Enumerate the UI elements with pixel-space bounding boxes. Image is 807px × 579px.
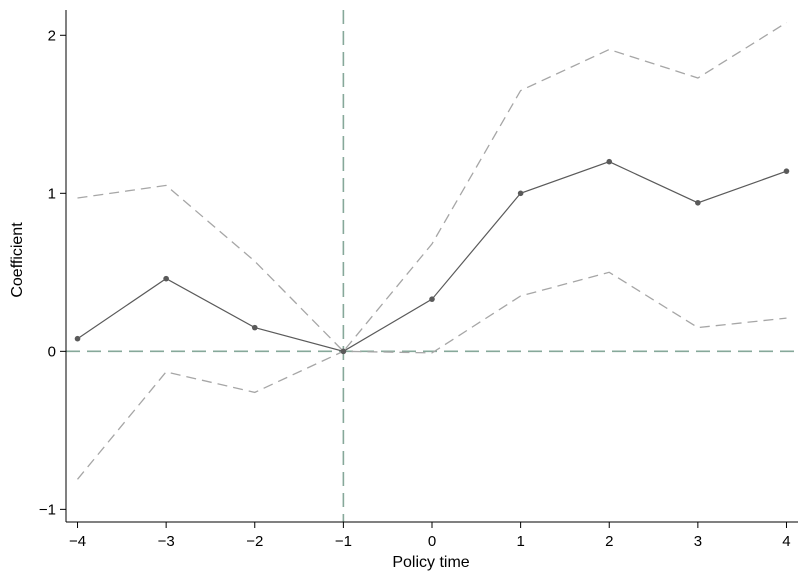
x-axis-ticks: −4 −3 −2 −1 0 1 2 3 4 xyxy=(69,522,791,550)
y-axis-label: Coefficient xyxy=(9,222,26,298)
x-tick-label: 1 xyxy=(516,533,524,550)
coefficient-point xyxy=(74,335,81,342)
y-tick-label: −1 xyxy=(39,501,56,518)
coefficient-point xyxy=(429,296,435,302)
coefficient-point xyxy=(340,348,347,355)
x-tick-label: −4 xyxy=(69,533,86,550)
y-tick-label: 2 xyxy=(48,27,56,44)
coefficient-point xyxy=(606,158,613,165)
x-tick-label: −3 xyxy=(158,533,175,550)
y-tick-label: 0 xyxy=(48,343,56,360)
upper-ci-line xyxy=(77,22,787,353)
coefficient-point xyxy=(783,168,790,174)
coefficient-point xyxy=(251,324,258,331)
coefficient-point xyxy=(695,199,701,206)
x-tick-label: −1 xyxy=(335,533,352,550)
coefficient-line xyxy=(77,161,787,352)
x-axis-label: Policy time xyxy=(392,554,469,571)
coefficient-point xyxy=(517,190,524,197)
x-tick-label: 2 xyxy=(605,533,613,550)
y-axis-ticks: −1 0 1 2 xyxy=(39,27,66,518)
reference-lines xyxy=(66,10,798,522)
confidence-interval-lines xyxy=(76,22,787,480)
x-tick-label: 0 xyxy=(428,533,436,550)
x-tick-label: 3 xyxy=(694,533,702,550)
axes: −1 0 1 2 −4 −3 −2 −1 0 1 2 3 4 xyxy=(39,10,798,550)
coefficient-series xyxy=(74,158,790,355)
coefficient-point xyxy=(163,275,169,282)
x-tick-label: 4 xyxy=(782,533,790,550)
x-tick-label: −2 xyxy=(246,533,263,550)
lower-ci-line xyxy=(76,271,787,480)
y-tick-label: 1 xyxy=(48,185,56,202)
